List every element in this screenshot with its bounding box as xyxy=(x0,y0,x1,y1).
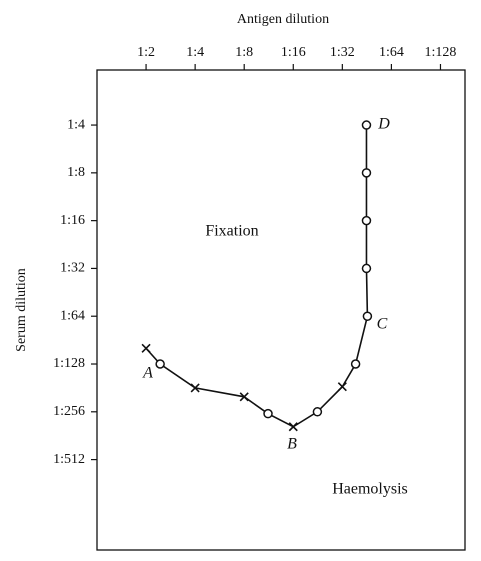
x-tick-label: 1:8 xyxy=(235,45,253,60)
point-circle xyxy=(361,168,372,178)
point-cross xyxy=(239,392,249,402)
y-tick-label: 1:256 xyxy=(53,404,85,419)
x-axis-label: Antigen dilution xyxy=(237,12,329,27)
x-tick-label: 1:128 xyxy=(425,45,457,60)
point-cross xyxy=(337,382,347,392)
x-tick-label: 1:2 xyxy=(137,45,155,60)
annotation: Haemolysis xyxy=(332,481,408,498)
y-tick-label: 1:64 xyxy=(60,308,85,323)
y-tick-label: 1:512 xyxy=(53,452,85,467)
x-tick-label: 1:4 xyxy=(186,45,204,60)
point-cross xyxy=(141,343,151,353)
point-circle xyxy=(361,263,372,274)
x-tick-label: 1:64 xyxy=(379,45,404,60)
point-circle xyxy=(312,407,323,417)
y-tick-label: 1:128 xyxy=(53,356,85,371)
annotation: Fixation xyxy=(205,223,258,240)
y-tick-label: 1:8 xyxy=(67,165,85,180)
line xyxy=(145,125,369,428)
point-circle xyxy=(361,215,372,226)
y-tick-label: 1:32 xyxy=(60,261,85,276)
point-circle xyxy=(362,311,373,321)
x-tick-label: 1:32 xyxy=(330,45,355,60)
plot-frame xyxy=(96,69,466,551)
point-cross xyxy=(288,422,298,432)
point-circle xyxy=(263,408,273,419)
annotation: D xyxy=(377,116,390,133)
y-tick-label: 1:16 xyxy=(60,213,85,228)
y-axis-label: Serum dilution xyxy=(14,268,29,352)
point-cross xyxy=(190,383,200,393)
x-tick-label: 1:16 xyxy=(281,45,306,60)
annotation: C xyxy=(377,316,388,333)
point-circle xyxy=(361,120,372,130)
annotation: B xyxy=(287,436,297,453)
y-tick-label: 1:4 xyxy=(67,117,85,132)
annotation: A xyxy=(142,365,153,382)
point-circle xyxy=(155,359,165,369)
point-circle xyxy=(350,359,361,369)
